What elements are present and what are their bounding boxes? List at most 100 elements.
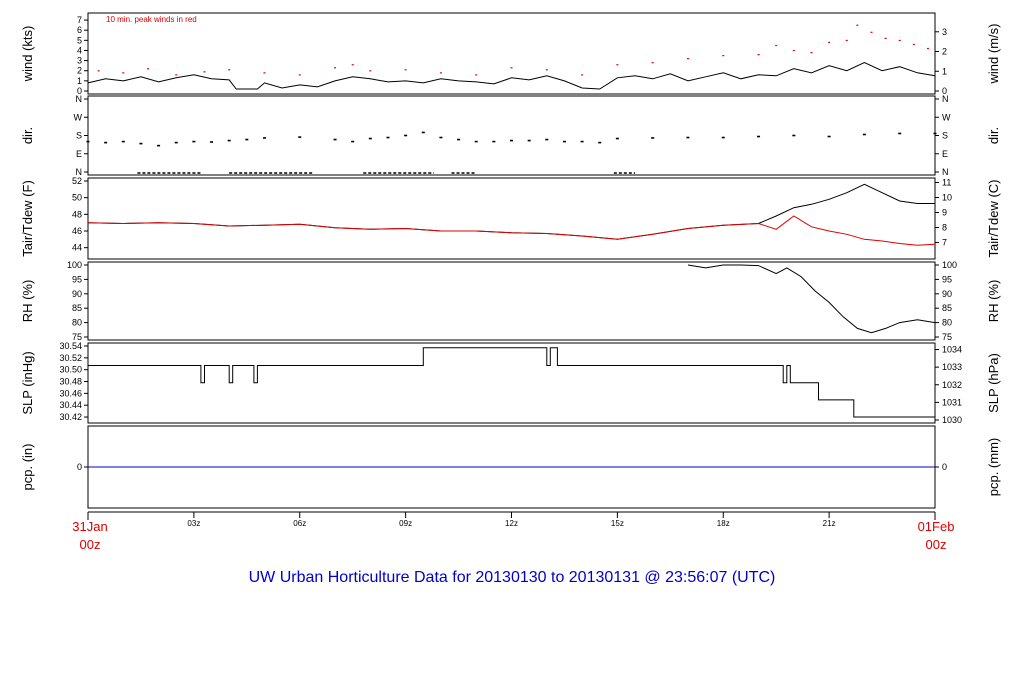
right-tick-label: 1032 <box>942 380 962 390</box>
dir-point <box>545 138 549 141</box>
gust-point <box>616 64 619 66</box>
panel-rh: 75 80 85 90 95 100 75 80 85 90 95 100 RH (%) RH (%) <box>20 260 1001 342</box>
left-tick-label: 30.44 <box>59 400 82 410</box>
right-axis-label: Tair/Tdew (C) <box>986 179 1001 257</box>
left-axis-label: pcp. (in) <box>20 444 35 491</box>
dir-point <box>192 140 196 143</box>
dir-point <box>210 141 214 143</box>
gust-point <box>686 58 689 60</box>
left-tick-label: E <box>76 149 82 159</box>
right-tick-label: 95 <box>942 274 952 284</box>
dir-point <box>439 136 443 139</box>
dir-point <box>404 134 408 137</box>
right-tick-label: N <box>942 94 949 104</box>
dir-point <box>262 137 266 139</box>
gust-point <box>898 39 901 42</box>
left-tick-label: 80 <box>72 318 82 328</box>
series-rh-line <box>687 264 936 334</box>
panel-pcp: 0 0 pcp. (in) pcp. (mm) <box>20 425 1001 509</box>
right-tick-label: 0 <box>942 86 947 96</box>
right-tick-label: 11 <box>942 178 951 188</box>
left-tick-label: 0 <box>77 86 82 96</box>
left-tick-label: S <box>76 131 82 141</box>
gust-point <box>775 44 778 47</box>
gust-point <box>792 49 795 52</box>
dir-point <box>562 140 566 143</box>
right-axis-label: pcp. (mm) <box>986 438 1001 497</box>
left-tick-label: 30.48 <box>59 377 82 387</box>
left-tick-label: 85 <box>72 303 82 313</box>
dir-point <box>757 135 761 138</box>
gust-point <box>828 41 831 44</box>
left-tick-label: 30.46 <box>59 388 82 398</box>
right-axis-label: SLP (hPa) <box>986 353 1001 413</box>
left-tick-label: 90 <box>72 289 82 299</box>
gust-point <box>545 69 548 71</box>
dir-point <box>457 138 461 141</box>
dir-point <box>121 140 125 143</box>
dir-point <box>86 140 90 143</box>
dir-point <box>333 138 337 141</box>
gust-point <box>810 51 813 54</box>
dir-point <box>139 142 143 145</box>
x-tick-label: 15z <box>611 519 624 528</box>
gust-point <box>845 39 848 42</box>
x-start-date: 31Jan <box>72 519 107 534</box>
right-tick-label: 80 <box>942 318 952 328</box>
right-tick-label: 85 <box>942 303 952 313</box>
right-tick-label: 10 <box>942 193 952 203</box>
dir-point <box>104 141 108 144</box>
gust-point <box>581 74 584 76</box>
dir-point <box>598 141 602 144</box>
dir-point <box>721 136 725 139</box>
dir-point <box>898 132 902 135</box>
x-tick-label: 21z <box>823 519 836 528</box>
left-axis-label: RH (%) <box>20 280 35 323</box>
right-tick-label: E <box>942 149 948 159</box>
dir-point <box>474 140 478 143</box>
series-temp-temp <box>87 183 935 240</box>
dir-point <box>227 139 231 142</box>
right-axis-label: dir. <box>986 127 1001 144</box>
gust-point <box>870 31 873 33</box>
gust-point <box>122 72 125 74</box>
series-wind-line <box>87 62 936 90</box>
left-tick-label: 95 <box>72 274 82 284</box>
gust-point <box>351 64 354 66</box>
dir-point <box>298 136 302 138</box>
right-axis-label: RH (%) <box>986 280 1001 323</box>
left-tick-label: N <box>76 94 83 104</box>
panel-frame <box>87 261 936 341</box>
left-tick-label: 5 <box>77 35 82 45</box>
dir-point <box>862 133 866 136</box>
dir-point <box>510 139 513 142</box>
dir-point <box>386 136 390 139</box>
gust-point <box>651 62 654 64</box>
left-tick-label: 30.42 <box>59 412 82 422</box>
left-tick-label: 30.50 <box>59 365 82 375</box>
left-tick-label: W <box>74 112 83 122</box>
dir-point <box>827 135 831 138</box>
right-tick-label: 1033 <box>942 362 962 372</box>
x-tick-label: 12z <box>505 519 518 528</box>
left-tick-label: 30.52 <box>59 353 82 363</box>
x-start-time: 00z <box>80 537 101 552</box>
gust-point <box>263 72 266 74</box>
dir-point <box>527 139 531 142</box>
right-tick-label: 1034 <box>942 345 962 355</box>
right-tick-label: 90 <box>942 289 952 299</box>
left-tick-label: 44 <box>72 243 82 253</box>
left-tick-label: 3 <box>77 56 82 66</box>
left-axis-label: Tair/Tdew (F) <box>20 180 35 257</box>
x-tick-label: 06z <box>293 519 306 528</box>
gust-point <box>722 55 725 57</box>
x-axis: 03z 06z 09z 12z 15z 18z 21z <box>87 511 936 528</box>
right-tick-label: 9 <box>942 208 947 218</box>
dir-point <box>580 140 584 143</box>
left-tick-label: 75 <box>72 332 82 342</box>
left-tick-label: 46 <box>72 226 82 236</box>
left-axis-label: SLP (inHg) <box>20 351 35 414</box>
right-tick-label: 1 <box>942 66 947 76</box>
